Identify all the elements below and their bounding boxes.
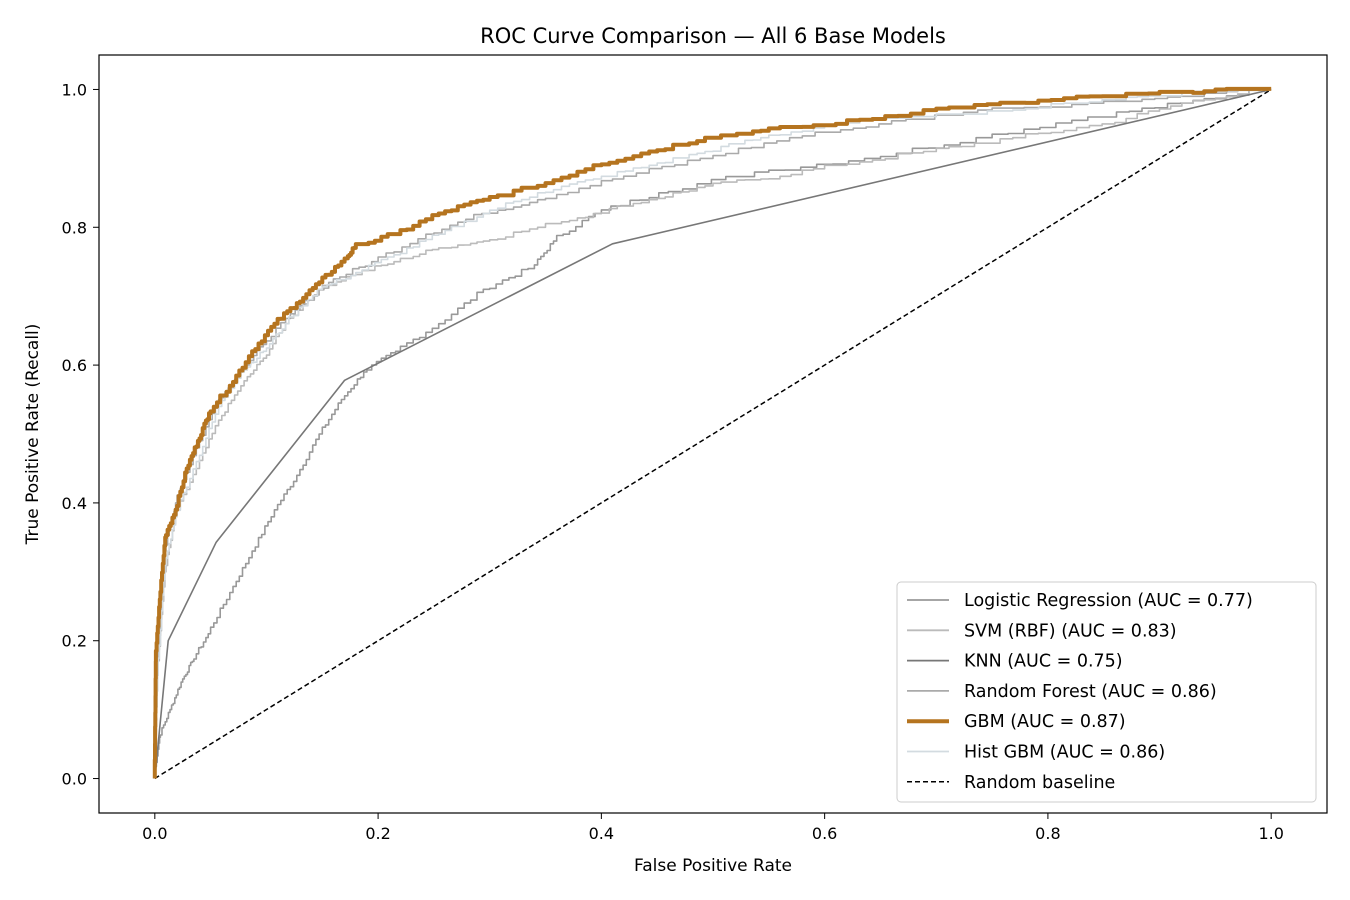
chart-title: ROC Curve Comparison — All 6 Base Models bbox=[480, 24, 946, 48]
legend-label: KNN (AUC = 0.75) bbox=[964, 652, 1123, 672]
x-axis-label: False Positive Rate bbox=[634, 856, 792, 876]
axis-ticks: 0.0 0.2 0.4 0.6 0.8 1.0 0.0 0.2 0.4 0.6 0.8 1.0 bbox=[62, 80, 1284, 843]
y-tick-label: 0.8 bbox=[62, 218, 87, 237]
legend-label: GBM (AUC = 0.87) bbox=[964, 712, 1126, 732]
x-tick-label: 0.8 bbox=[1035, 824, 1060, 843]
legend-label: Hist GBM (AUC = 0.86) bbox=[964, 743, 1165, 763]
x-tick-label: 0.2 bbox=[365, 824, 390, 843]
x-tick-label: 0.0 bbox=[142, 824, 167, 843]
x-tick-label: 0.6 bbox=[812, 824, 837, 843]
y-tick-label: 0.6 bbox=[62, 356, 87, 375]
plot-area bbox=[152, 86, 1272, 780]
y-tick-label: 0.2 bbox=[62, 632, 87, 651]
legend-box bbox=[896, 581, 1317, 803]
y-tick-label: 0.4 bbox=[62, 494, 87, 513]
series-line-gbm bbox=[152, 86, 1272, 779]
y-axis-label: True Positive Rate (Recall) bbox=[23, 324, 43, 546]
series-line-random-baseline bbox=[154, 88, 1272, 780]
legend-label: SVM (RBF) (AUC = 0.83) bbox=[964, 621, 1177, 641]
legend-label: Random baseline bbox=[964, 773, 1115, 793]
series-line-knn bbox=[154, 88, 1272, 779]
x-tick-label: 1.0 bbox=[1258, 824, 1283, 843]
legend-label: Logistic Regression (AUC = 0.77) bbox=[964, 591, 1253, 611]
plot-frame bbox=[98, 54, 1328, 814]
y-tick-label: 0.0 bbox=[62, 770, 87, 789]
legend-label: Random Forest (AUC = 0.86) bbox=[964, 682, 1217, 702]
x-tick-label: 0.4 bbox=[589, 824, 614, 843]
series-line-svm bbox=[154, 88, 1272, 779]
y-tick-label: 1.0 bbox=[62, 80, 87, 99]
legend: Logistic Regression (AUC = 0.77) SVM (RBF… bbox=[896, 581, 1317, 803]
